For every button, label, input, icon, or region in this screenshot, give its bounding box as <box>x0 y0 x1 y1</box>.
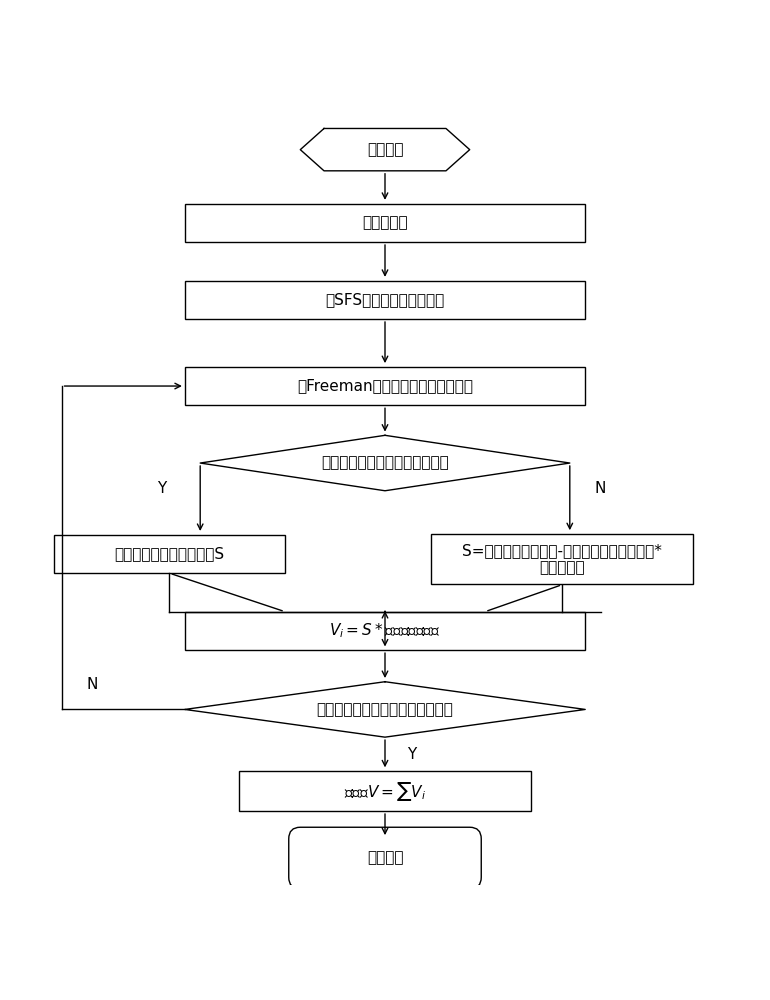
Text: 图像预处理: 图像预处理 <box>362 215 408 230</box>
Text: S=边界所围成的面积-小于该层高度像素点数*
像素当量值: S=边界所围成的面积-小于该层高度像素点数* 像素当量值 <box>462 543 662 575</box>
Bar <box>239 771 531 811</box>
Bar <box>185 612 585 650</box>
Bar <box>431 534 693 584</box>
Bar <box>54 535 285 573</box>
Text: Y: Y <box>157 481 166 496</box>
Text: 算法开始: 算法开始 <box>367 142 403 157</box>
Text: Y: Y <box>407 747 417 762</box>
Bar <box>185 281 585 319</box>
Text: N: N <box>595 481 606 496</box>
Text: 该层和下一层最小高度值是否相同: 该层和下一层最小高度值是否相同 <box>316 702 454 717</box>
Text: 该层最小高度值点是否为边界点: 该层最小高度值点是否为边界点 <box>321 456 449 471</box>
Text: 用边界坐标点计算出面积S: 用边界坐标点计算出面积S <box>114 546 225 561</box>
Text: $V_i = S * $相邻层的高度差: $V_i = S * $相邻层的高度差 <box>330 622 440 640</box>
FancyBboxPatch shape <box>289 827 481 889</box>
Text: 用Freeman链码检测法得到边界坐标: 用Freeman链码检测法得到边界坐标 <box>297 379 473 394</box>
Text: 算法结束: 算法结束 <box>367 851 403 866</box>
Text: 用SFS计算每个像素点高度: 用SFS计算每个像素点高度 <box>326 292 444 307</box>
Text: 体积为$V = \sum V_i$: 体积为$V = \sum V_i$ <box>344 780 426 803</box>
Bar <box>185 204 585 242</box>
Text: N: N <box>87 677 98 692</box>
Bar <box>185 367 585 405</box>
